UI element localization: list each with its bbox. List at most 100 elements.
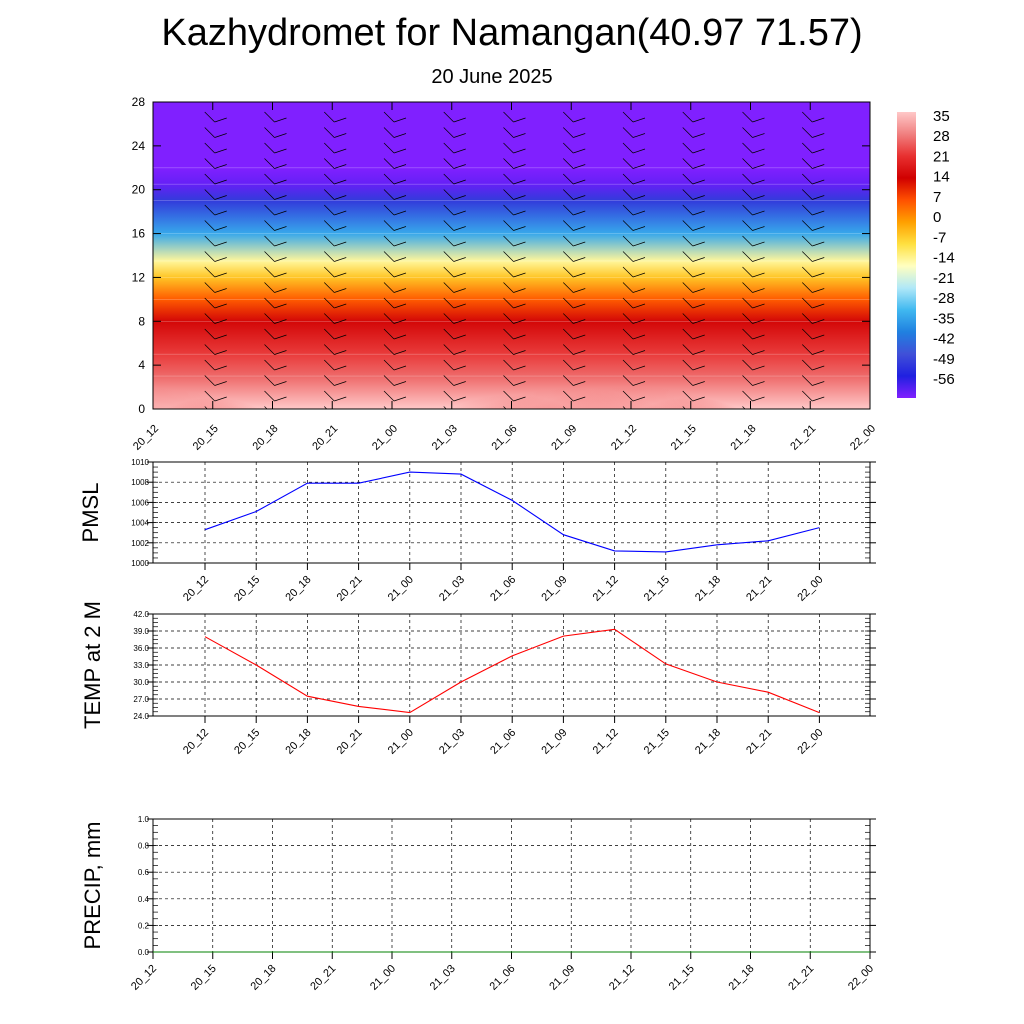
- wind-barb-flag: [632, 365, 646, 371]
- wind-barb-flag: [214, 257, 227, 262]
- wind-barb-flag: [513, 272, 526, 278]
- wind-barb: [324, 344, 347, 355]
- wind-barb: [802, 142, 825, 154]
- wind-barb: [264, 344, 287, 355]
- wind-barb: [204, 204, 227, 216]
- wind-barb-flag: [573, 164, 586, 169]
- wind-barb-flag: [453, 241, 466, 247]
- wind-barb-staff: [264, 251, 275, 262]
- temp2m-xtick-label: 21_00: [386, 727, 416, 757]
- wind-barb-flag: [513, 148, 526, 154]
- pmsl-series-line: [204, 471, 820, 553]
- wind-barb-staff: [802, 390, 813, 402]
- wind-barb: [742, 142, 765, 154]
- colorbar-fill: [897, 112, 916, 398]
- wind-barb-flag: [513, 288, 526, 293]
- wind-barb-staff: [682, 142, 693, 154]
- wind-barb-staff: [742, 313, 753, 324]
- wind-barb-staff: [503, 158, 514, 169]
- wind-barb: [563, 251, 586, 262]
- wind-barb: [383, 189, 407, 200]
- wind-barb-staff: [443, 235, 454, 247]
- wind-barb-flag: [632, 381, 646, 386]
- wind-barb: [802, 375, 825, 386]
- colorbar-label: 0: [933, 209, 941, 226]
- colorbar-label: 7: [933, 189, 941, 206]
- wind-barb: [622, 328, 646, 340]
- wind-barb: [443, 111, 466, 123]
- wind-barb-flag: [274, 148, 287, 154]
- wind-barb: [264, 375, 287, 386]
- wind-barb: [204, 235, 227, 247]
- wind-barb: [204, 297, 227, 309]
- y-tick-label: 0: [138, 402, 145, 416]
- wind-barb-flag: [393, 381, 407, 386]
- wind-barb-staff: [742, 142, 753, 154]
- wind-barb-staff: [264, 173, 275, 185]
- wind-barb-staff: [682, 344, 693, 355]
- cross-section-panel: 0 4 8 12 16 20 24 28 20_12 20_15 20_18 20_21 21_00 21…: [131, 95, 878, 453]
- wind-barb-flag: [752, 272, 765, 278]
- wind-barb-flag: [214, 319, 227, 324]
- temp2m-xtick-label: 21_06: [488, 727, 518, 757]
- wind-barb-flag: [573, 319, 586, 324]
- wind-barb-staff: [622, 204, 634, 216]
- wind-barb-staff: [682, 406, 686, 409]
- wind-barb-flag: [812, 303, 825, 309]
- wind-barb-flag: [274, 226, 287, 231]
- wind-barb-flag: [632, 148, 646, 154]
- pmsl-xtick-label: 21_18: [693, 574, 723, 604]
- wind-barb-staff: [324, 375, 335, 386]
- wind-barb: [682, 204, 705, 216]
- wind-barb: [503, 127, 526, 138]
- wind-barb-staff: [264, 266, 275, 278]
- wind-barb-staff: [802, 173, 813, 185]
- wind-barb-staff: [204, 375, 215, 386]
- wind-barb-flag: [453, 288, 466, 293]
- wind-barb-flag: [513, 210, 526, 216]
- wind-barb-flag: [812, 164, 825, 169]
- wind-barb-flag: [812, 241, 825, 247]
- wind-barb-staff: [742, 344, 753, 355]
- temp2m-xtick-label: 20_18: [283, 727, 313, 757]
- wind-barb: [443, 390, 466, 402]
- wind-barb-staff: [563, 204, 574, 216]
- wind-barb-staff: [742, 173, 753, 185]
- wind-barb-flag: [214, 272, 227, 278]
- wind-barb-flag: [393, 288, 407, 293]
- wind-barb-staff: [324, 406, 328, 409]
- wind-barb: [742, 204, 765, 216]
- precip-xtick-label: 20_18: [249, 963, 279, 993]
- pmsl-ytick-label: 1006: [131, 498, 149, 507]
- wind-barb-flag: [812, 319, 825, 324]
- temp2m-series-line: [204, 628, 820, 714]
- wind-barb-staff: [503, 204, 514, 216]
- wind-barb-staff: [682, 328, 693, 340]
- wind-barb: [324, 158, 347, 169]
- temp2m-xtick-label: 21_21: [744, 727, 774, 757]
- wind-barb: [324, 189, 347, 200]
- wind-barb-staff: [383, 266, 395, 278]
- wind-barb-flag: [393, 303, 407, 309]
- wind-barb: [443, 297, 466, 309]
- wind-barb-staff: [563, 344, 574, 355]
- wind-barb: [622, 204, 646, 216]
- wind-barb-flag: [812, 148, 825, 154]
- colorbar-label: 35: [933, 108, 950, 125]
- wind-barb: [503, 173, 526, 185]
- wind-barb: [682, 158, 705, 169]
- wind-barb-staff: [622, 111, 634, 123]
- wind-barb-staff: [383, 142, 395, 154]
- wind-barb-staff: [383, 406, 387, 409]
- wind-barb-flag: [393, 195, 407, 200]
- wind-barb-flag: [573, 148, 586, 154]
- wind-barb-staff: [503, 344, 514, 355]
- wind-barb-flag: [334, 272, 347, 278]
- wind-barb-flag: [752, 148, 765, 154]
- wind-barb-flag: [692, 148, 705, 154]
- wind-barb: [503, 204, 526, 216]
- wind-barb-flag: [692, 257, 705, 262]
- colorbar-label: -49: [933, 351, 955, 368]
- wind-barb: [802, 111, 825, 123]
- wind-barb: [383, 390, 407, 402]
